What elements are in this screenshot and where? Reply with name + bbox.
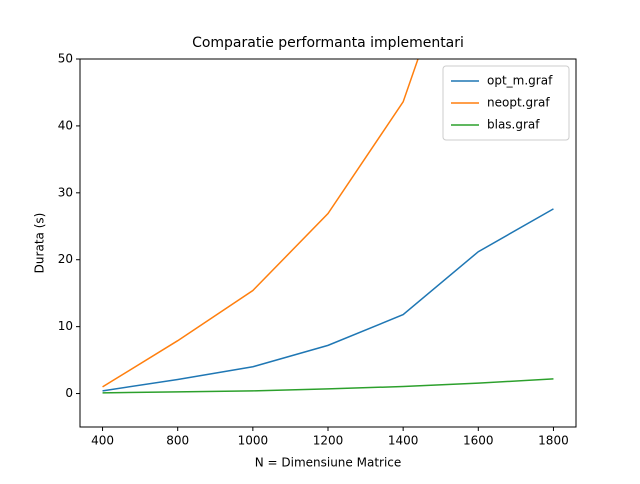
legend-label: neopt.graf [487,96,550,110]
legend-label: blas.graf [487,118,540,132]
plot-area [102,59,554,394]
y-tick-label: 20 [58,252,73,266]
x-axis-label: N = Dimensiune Matrice [255,456,402,470]
x-tick-label: 1800 [538,434,569,448]
series-line [102,378,554,394]
series-line [102,59,419,388]
y-tick-label: 40 [58,118,73,132]
x-tick-label: 1000 [238,434,269,448]
y-tick-label: 30 [58,185,73,199]
x-tick-label: 1600 [463,434,494,448]
legend-box [442,65,570,141]
y-tick-label: 50 [58,52,73,66]
y-tick-label: 0 [65,386,73,400]
y-tick-label: 10 [58,319,73,333]
legend-label: opt_m.graf [487,74,553,88]
y-axis-label: Durata (s) [33,213,47,274]
x-tick-label: 1200 [313,434,344,448]
x-tick-label: 400 [91,434,114,448]
chart-title: Comparatie performanta implementari [192,35,464,51]
x-tick-label: 1400 [388,434,419,448]
x-tick-label: 800 [166,434,189,448]
series-line [102,208,554,392]
